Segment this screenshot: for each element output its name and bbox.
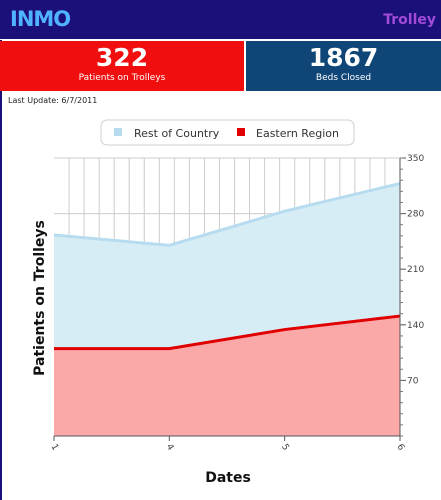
legend-label-rest-of-country: Rest of Country: [134, 127, 220, 140]
legend-label-eastern-region: Eastern Region: [256, 127, 339, 140]
header-bar: INMO Trolley: [0, 0, 441, 39]
x-tick-label: 6: [394, 443, 406, 453]
beds-closed-panel: 1867 Beds Closed: [246, 41, 441, 91]
x-axis-title: Dates: [205, 470, 251, 486]
patients-on-trolleys-panel: 322 Patients on Trolleys: [0, 41, 244, 91]
beds-closed-value: 1867: [308, 43, 379, 72]
header-title: Trolley: [383, 12, 436, 28]
patients-on-trolleys-value: 322: [95, 43, 149, 72]
area-rest-of-country: [54, 183, 400, 349]
y-tick-label: 70: [407, 376, 419, 386]
y-tick-label: 350: [407, 154, 424, 164]
beds-closed-label: Beds Closed: [315, 73, 372, 83]
y-tick-label: 210: [407, 265, 424, 275]
line-rest-of-country: [53, 181, 401, 247]
legend-swatch-eastern-region: [237, 128, 245, 136]
inmo-logo[interactable]: INMO: [10, 7, 71, 31]
x-tick-label: 5: [279, 443, 291, 453]
last-update: Last Update: 6/7/2011: [8, 96, 98, 105]
y-tick-label: 280: [407, 210, 424, 220]
line-eastern-region: [54, 314, 401, 351]
area-eastern-region: [54, 316, 400, 436]
chart-legend: Rest of Country Eastern Region: [100, 119, 355, 146]
left-border: [0, 40, 2, 500]
patients-on-trolleys-label: Patients on Trolleys: [78, 73, 166, 83]
x-tick-label: 1: [48, 443, 60, 453]
y-tick-label: 140: [407, 321, 424, 331]
trolley-chart: Rest of Country Eastern Region 70 140 210 2…: [32, 119, 424, 486]
legend-swatch-rest-of-country: [114, 128, 122, 136]
plot-area: 70 140 210 280 350 1 4 5 6: [48, 154, 424, 453]
y-axis-title: Patients on Trolleys: [32, 220, 48, 376]
x-tick-label: 4: [164, 443, 176, 453]
